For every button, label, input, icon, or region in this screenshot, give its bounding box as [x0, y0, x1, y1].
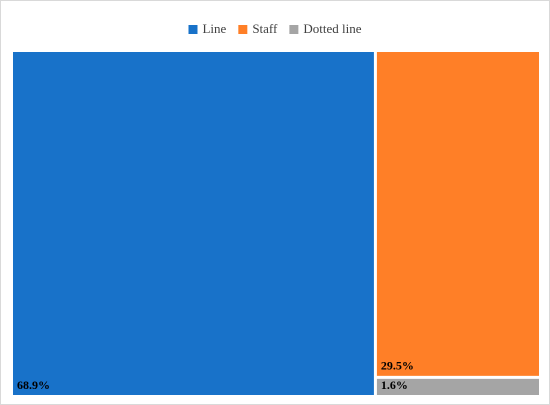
legend-label: Dotted line	[303, 21, 361, 36]
treemap-cell	[376, 52, 539, 376]
legend-label: Line	[202, 21, 226, 36]
treemap-cell	[376, 378, 539, 395]
value-label: 68.9%	[17, 378, 50, 392]
value-label: 1.6%	[381, 378, 408, 392]
legend-swatch	[289, 25, 299, 34]
legend-swatch	[188, 25, 198, 34]
value-label: 29.5%	[381, 359, 414, 373]
legend-swatch	[238, 25, 248, 34]
treemap-cell	[13, 52, 374, 395]
legend-label: Staff	[252, 21, 278, 36]
